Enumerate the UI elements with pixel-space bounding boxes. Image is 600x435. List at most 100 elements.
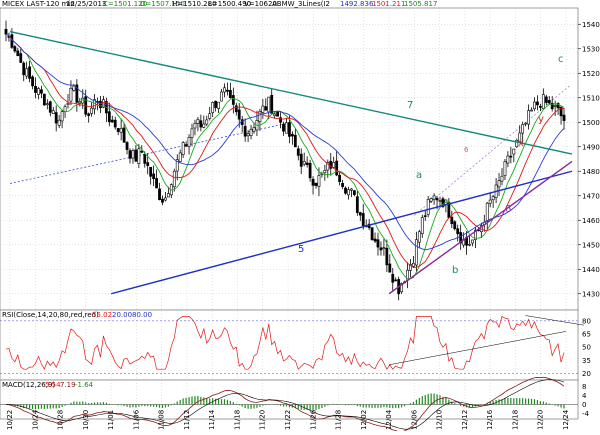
candle-body-87	[261, 105, 265, 113]
candle-body-11	[37, 88, 40, 95]
candle-body-65	[196, 119, 200, 124]
candle-body-3	[13, 46, 17, 52]
candle-body-66	[199, 120, 203, 128]
x-tick-label-3: 10/30	[82, 410, 90, 430]
macd-title: MACD(12,26,9)	[2, 381, 55, 389]
price-tick-label-10: 1530	[582, 45, 600, 53]
candle-body-104	[311, 178, 315, 186]
rsi-tick-label-0: 20	[582, 370, 591, 378]
candle-body-178	[530, 109, 533, 112]
x-tick-label-2: 10/28	[57, 410, 65, 430]
candle-body-130	[388, 263, 392, 273]
candle-body-115	[344, 187, 347, 194]
candle-body-23	[72, 85, 76, 91]
candle-body-4	[16, 50, 20, 57]
candle-body-154	[459, 232, 463, 244]
candle-body-168	[500, 175, 504, 182]
candle-body-68	[205, 119, 209, 125]
candle-body-39	[119, 128, 123, 133]
trendline-label-6: 6	[505, 204, 511, 215]
candle-body-128	[382, 247, 386, 250]
axis-layer: 1430 1440 1450 1460 1470 1480 1490 1500 1510 1520…	[6, 21, 600, 430]
candle-body-36	[110, 119, 114, 123]
candle-body-183	[544, 96, 548, 103]
candle-body-176	[524, 122, 528, 125]
macd-signal-line	[5, 379, 565, 430]
candle-body-179	[533, 101, 536, 110]
candle-body-158	[471, 239, 474, 244]
candle-body-46	[140, 150, 144, 153]
candle-body-172	[512, 148, 516, 155]
macd-tick-label-0: -4	[582, 410, 590, 418]
candle-body-70	[211, 102, 215, 113]
candle-body-100	[299, 153, 303, 167]
candle-body-59	[178, 152, 182, 162]
rsi-line	[5, 315, 565, 370]
candle-body-19	[60, 111, 64, 122]
header-high: H=1510.280	[172, 0, 217, 8]
x-tick-label-11: 11/22	[284, 410, 292, 430]
x-tick-label-10: 11/20	[259, 410, 267, 430]
candle-body-127	[379, 247, 383, 251]
x-tick-label-8: 11/14	[208, 409, 216, 430]
candle-body-44	[134, 149, 138, 162]
candle-body-77	[231, 95, 235, 105]
candle-body-28	[87, 113, 91, 116]
header-date: 12/25/2013	[66, 0, 106, 8]
macd-line	[5, 376, 565, 433]
candle-body-22	[69, 87, 73, 102]
candle-body-10	[34, 85, 37, 93]
candle-body-16	[51, 110, 55, 114]
candle-body-32	[99, 100, 102, 109]
candle-body-37	[113, 119, 117, 128]
x-tick-label-9: 11/18	[233, 410, 241, 430]
header-symbol: MICEX LAST-120 min	[2, 0, 75, 8]
rsi-value-3: 80.00	[132, 311, 152, 319]
wave-label-x: x	[518, 138, 524, 149]
candle-body-165	[491, 196, 495, 201]
x-tick-label-17: 12/10	[436, 410, 444, 430]
trend-layer	[9, 30, 573, 295]
trendline-7	[9, 30, 573, 155]
candle-body-9	[31, 76, 34, 87]
price-tick-label-4: 1470	[582, 192, 600, 200]
candle-body-189	[562, 114, 566, 121]
candle-body-187	[556, 103, 560, 109]
wave-label-a: a	[416, 170, 422, 181]
candle-body-60	[181, 142, 185, 155]
candle-body-76	[228, 90, 232, 98]
candle-body-55	[166, 193, 170, 198]
candle-body-134	[400, 283, 404, 293]
wave-label-c: c	[558, 54, 564, 65]
candle-body-2	[10, 34, 14, 48]
candle-body-125	[373, 238, 377, 242]
candle-body-169	[503, 161, 507, 176]
candle-body-118	[352, 190, 356, 195]
macd-value-3: -1.64	[75, 381, 94, 389]
candle-body-106	[317, 175, 321, 187]
candle-body-124	[370, 227, 374, 240]
candle-body-181	[538, 105, 542, 108]
macd-layer	[0, 376, 578, 433]
candle-body-105	[314, 182, 318, 186]
rsi-tick-label-3: 65	[582, 331, 591, 339]
candle-body-119	[355, 196, 359, 213]
candle-body-58	[175, 159, 179, 172]
header-close: C=1501.120	[103, 0, 147, 8]
header-value-3: 1505.817	[404, 0, 437, 8]
x-tick-label-14: 12/02	[360, 410, 368, 430]
header-value-2: 1501.211	[372, 0, 405, 8]
trendline-label-7: 7	[407, 100, 413, 111]
candle-body-67	[202, 123, 206, 128]
candle-body-45	[137, 148, 141, 164]
candle-body-148	[441, 198, 445, 207]
candle-body-163	[485, 202, 489, 222]
candle-body-49	[149, 167, 153, 177]
candle-body-177	[527, 110, 530, 125]
rsi-value-1: 55.02	[92, 311, 112, 319]
price-tick-label-5: 1480	[582, 168, 600, 176]
candle-body-91	[273, 113, 277, 117]
candle-body-164	[488, 199, 492, 204]
candle-body-35	[107, 111, 111, 123]
trendline-label-5: 5	[298, 244, 304, 255]
